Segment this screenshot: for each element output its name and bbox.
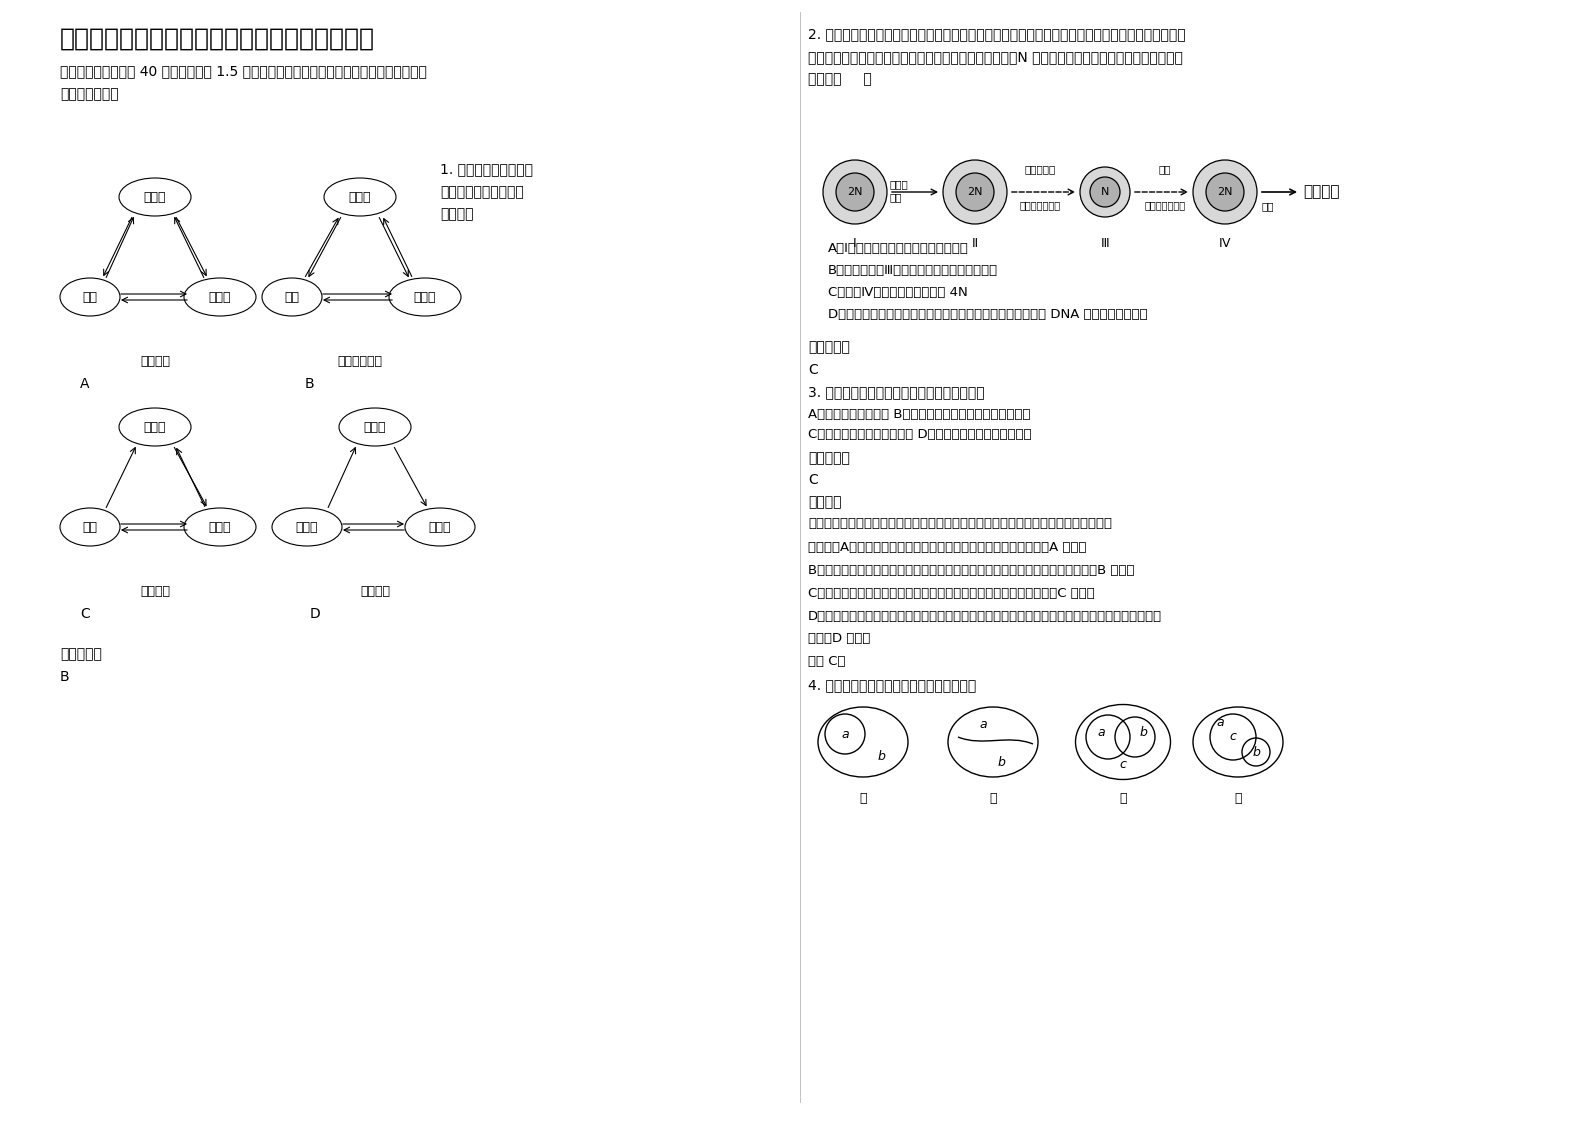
Text: 【分析】: 【分析】: [808, 495, 841, 509]
Text: C: C: [808, 473, 817, 487]
Text: b: b: [997, 755, 1005, 769]
Text: 减数第二次分裂: 减数第二次分裂: [1144, 200, 1185, 210]
Text: 分解者: 分解者: [428, 521, 451, 533]
Text: 肾上腺: 肾上腺: [414, 291, 436, 303]
Text: 能量流动: 能量流动: [360, 585, 390, 598]
Text: B、血红蛋白存在于红细胞，乙酰胆碱受体存在于细胞膜，不属于内环境的成分，B 错误；: B、血红蛋白存在于红细胞，乙酰胆碱受体存在于细胞膜，不属于内环境的成分，B 错误…: [808, 564, 1135, 577]
Text: 淀粉: 淀粉: [83, 521, 97, 533]
Circle shape: [1206, 173, 1244, 211]
Circle shape: [1081, 167, 1130, 217]
Circle shape: [824, 160, 887, 224]
Text: 一、选择题（本题共 40 小题，每小题 1.5 分。在每小题给出的四个选项中，只有一项是符合
题目要求的。）: 一、选择题（本题共 40 小题，每小题 1.5 分。在每小题给出的四个选项中，只…: [60, 64, 427, 101]
Text: 2N: 2N: [966, 187, 982, 197]
Text: Ⅳ: Ⅳ: [1219, 237, 1232, 250]
Text: a: a: [1216, 716, 1224, 728]
Text: 精子: 精子: [1159, 164, 1171, 174]
Circle shape: [955, 173, 993, 211]
Text: 甲: 甲: [859, 792, 867, 804]
Text: 垂体: 垂体: [284, 291, 300, 303]
Text: 卵裂: 卵裂: [1262, 201, 1273, 211]
Text: 细胞外液是多细胞动物体内细胞直接接触的生活环境，主要包括血浆、组织液和淋巴。: 细胞外液是多细胞动物体内细胞直接接触的生活环境，主要包括血浆、组织液和淋巴。: [808, 517, 1112, 530]
Text: 复制: 复制: [890, 192, 903, 202]
Text: 参考答案：: 参考答案：: [808, 340, 851, 355]
Text: c: c: [1119, 757, 1127, 771]
Text: C、胰岛素、神经递质、甘油可以存在内环境中，属于内环境的成分，C 正确；: C、胰岛素、神经递质、甘油可以存在内环境中，属于内环境的成分，C 正确；: [808, 587, 1095, 600]
Text: 物质流动: 物质流动: [140, 355, 170, 368]
Text: 乙: 乙: [989, 792, 997, 804]
Text: a: a: [841, 727, 849, 741]
Text: 丁: 丁: [1235, 792, 1241, 804]
Text: 血浆: 血浆: [83, 291, 97, 303]
Text: b: b: [1139, 726, 1147, 738]
Text: 促性腺激素: 促性腺激素: [1024, 164, 1055, 174]
Text: 2N: 2N: [847, 187, 863, 197]
Text: 肝糖原: 肝糖原: [209, 521, 232, 533]
Text: 江苏省徐州市郑集中学高三生物联考试卷含解析: 江苏省徐州市郑集中学高三生物联考试卷含解析: [60, 27, 375, 50]
Text: b: b: [1252, 745, 1260, 758]
Text: C: C: [79, 607, 90, 620]
Circle shape: [836, 173, 874, 211]
Circle shape: [1193, 160, 1257, 224]
Text: A．Ⅰ为培育转基因动物理想的受体细胞: A．Ⅰ为培育转基因动物理想的受体细胞: [828, 242, 970, 255]
Text: 4. 下列根据各概念图作出的判断，正确的是: 4. 下列根据各概念图作出的判断，正确的是: [808, 678, 976, 692]
Text: 成分，D 错误。: 成分，D 错误。: [808, 632, 870, 645]
Text: B: B: [60, 670, 70, 684]
Text: 组织液: 组织液: [209, 291, 232, 303]
Text: 激素分泌调节: 激素分泌调节: [338, 355, 382, 368]
Text: A．血液、抗体、糖原 B．血红蛋白、葡萄糖、乙酰胆碱受体: A．血液、抗体、糖原 B．血红蛋白、葡萄糖、乙酰胆碱受体: [808, 408, 1030, 421]
Text: 3. 下列选项中均属于人体内环境组成成分的是: 3. 下列选项中均属于人体内环境组成成分的是: [808, 385, 984, 399]
Text: 2N: 2N: [1217, 187, 1233, 197]
Text: 消费者: 消费者: [363, 421, 386, 433]
Text: D: D: [309, 607, 321, 620]
Text: 2. 哺乳动物卵原细胞减数分裂形成成熟卵细胞的过程，只有在促性腺激素和精子的诱导下才能完成。
下面为某哺乳动物卵细胞及早期胚胎的形成过程示意图（N 表示染色体组: 2. 哺乳动物卵原细胞减数分裂形成成熟卵细胞的过程，只有在促性腺激素和精子的诱导…: [808, 27, 1185, 86]
Text: Ⅲ: Ⅲ: [1101, 237, 1109, 250]
Text: 【详解】A、糖原存在于肝细胞或肌细胞内，不属于内环境的成分，A 错误；: 【详解】A、糖原存在于肝细胞或肌细胞内，不属于内环境的成分，A 错误；: [808, 541, 1087, 554]
Text: 染色体: 染色体: [890, 180, 909, 188]
Text: D、呼吸酶存在于细胞内，胰蛋白酶存在于消化液中，麦芽糖存在于植物细胞内，均不属于内环境的: D、呼吸酶存在于细胞内，胰蛋白酶存在于消化液中，麦芽糖存在于植物细胞内，均不属于…: [808, 610, 1162, 623]
Text: 血糖调节: 血糖调节: [140, 585, 170, 598]
Circle shape: [943, 160, 1008, 224]
Text: D．随着卵裂的进行，不考虑突变，卵裂球的每个细胞核中的 DNA 含量始终保持不变: D．随着卵裂的进行，不考虑突变，卵裂球的每个细胞核中的 DNA 含量始终保持不变: [828, 309, 1147, 321]
Text: N: N: [1101, 187, 1109, 197]
Text: 故选 C。: 故选 C。: [808, 655, 846, 668]
Text: B．通过对细胞Ⅲ的培养，可得该生物的单倍体: B．通过对细胞Ⅲ的培养，可得该生物的单倍体: [828, 264, 998, 277]
Text: C: C: [808, 364, 817, 377]
Text: Ⅰ: Ⅰ: [854, 237, 857, 250]
Text: c: c: [1230, 730, 1236, 744]
Text: C．胰岛素、神经递质、甘油 D．呼吸酶、胰蛋白酶、麦芽糖: C．胰岛素、神经递质、甘油 D．呼吸酶、胰蛋白酶、麦芽糖: [808, 427, 1032, 441]
Text: a: a: [979, 717, 987, 730]
Circle shape: [1090, 177, 1120, 206]
Text: 丙: 丙: [1119, 792, 1127, 804]
Text: 参考答案：: 参考答案：: [808, 451, 851, 465]
Text: 淋巴液: 淋巴液: [144, 191, 167, 203]
Text: 1. 小杨同学将部分生物
学知识归纳如下，其中
正确的是: 1. 小杨同学将部分生物 学知识归纳如下，其中 正确的是: [440, 162, 533, 222]
Text: A: A: [79, 377, 89, 390]
Text: 下丘脑: 下丘脑: [349, 191, 371, 203]
Text: Ⅱ: Ⅱ: [971, 237, 978, 250]
Text: 生产者: 生产者: [295, 521, 319, 533]
Text: 参考答案：: 参考答案：: [60, 647, 102, 661]
Text: 早期胚胎: 早期胚胎: [1303, 184, 1339, 200]
Text: C．细胞Ⅳ中染色体数目最大为 4N: C．细胞Ⅳ中染色体数目最大为 4N: [828, 286, 968, 298]
Text: b: b: [878, 751, 886, 763]
Text: a: a: [1097, 726, 1105, 738]
Text: 减数第一次分裂: 减数第一次分裂: [1019, 200, 1060, 210]
Text: B: B: [305, 377, 314, 390]
Text: 葡萄糖: 葡萄糖: [144, 421, 167, 433]
